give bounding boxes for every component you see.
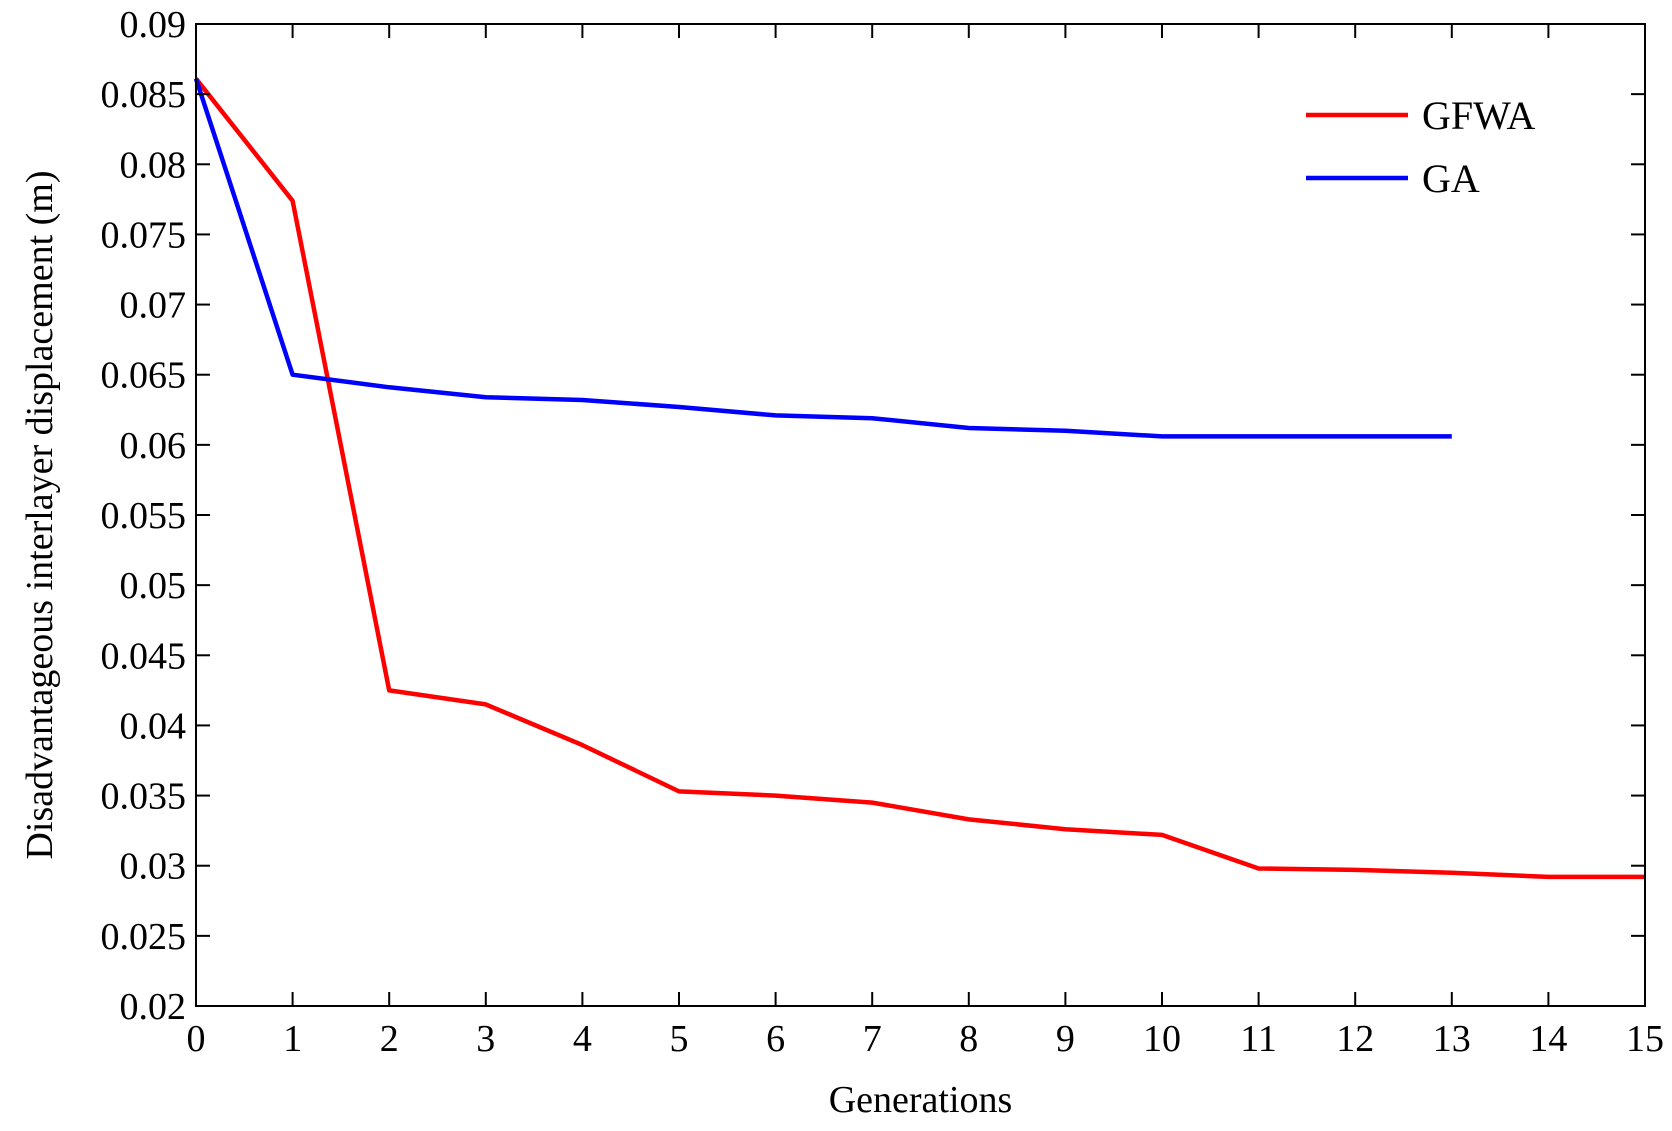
y-tick-label: 0.025 <box>101 916 187 958</box>
x-tick-label: 10 <box>1143 1018 1181 1060</box>
legend-label: GA <box>1422 156 1480 201</box>
y-tick-label: 0.03 <box>120 846 187 888</box>
x-tick-label: 0 <box>187 1018 206 1060</box>
legend-label: GFWA <box>1422 93 1535 138</box>
y-axis-title: Disadvantageous interlayer displacement … <box>19 170 61 859</box>
x-tick-label: 14 <box>1529 1018 1567 1060</box>
y-tick-label: 0.09 <box>120 4 187 46</box>
y-tick-label: 0.075 <box>101 214 187 256</box>
y-tick-label: 0.045 <box>101 635 187 677</box>
x-tick-label: 5 <box>670 1018 689 1060</box>
y-tick-label: 0.035 <box>101 776 187 818</box>
y-tick-label: 0.06 <box>120 425 187 467</box>
y-tick-label: 0.055 <box>101 495 187 537</box>
x-tick-label: 8 <box>959 1018 978 1060</box>
y-tick-label: 0.08 <box>120 144 187 186</box>
x-tick-label: 15 <box>1626 1018 1664 1060</box>
y-tick-label: 0.085 <box>101 74 187 116</box>
x-tick-label: 13 <box>1433 1018 1471 1060</box>
x-tick-label: 2 <box>380 1018 399 1060</box>
x-tick-label: 12 <box>1336 1018 1374 1060</box>
x-axis-title: Generations <box>829 1079 1013 1121</box>
x-tick-label: 1 <box>283 1018 302 1060</box>
y-tick-label: 0.04 <box>120 705 187 747</box>
x-tick-label: 6 <box>766 1018 785 1060</box>
x-tick-label: 4 <box>573 1018 592 1060</box>
x-tick-label: 3 <box>476 1018 495 1060</box>
y-tick-label: 0.05 <box>120 565 187 607</box>
y-tick-label: 0.065 <box>101 355 187 397</box>
x-tick-label: 11 <box>1240 1018 1277 1060</box>
x-tick-label: 7 <box>863 1018 882 1060</box>
y-tick-label: 0.07 <box>120 285 187 327</box>
x-tick-label: 9 <box>1056 1018 1075 1060</box>
y-tick-label: 0.02 <box>120 986 187 1028</box>
